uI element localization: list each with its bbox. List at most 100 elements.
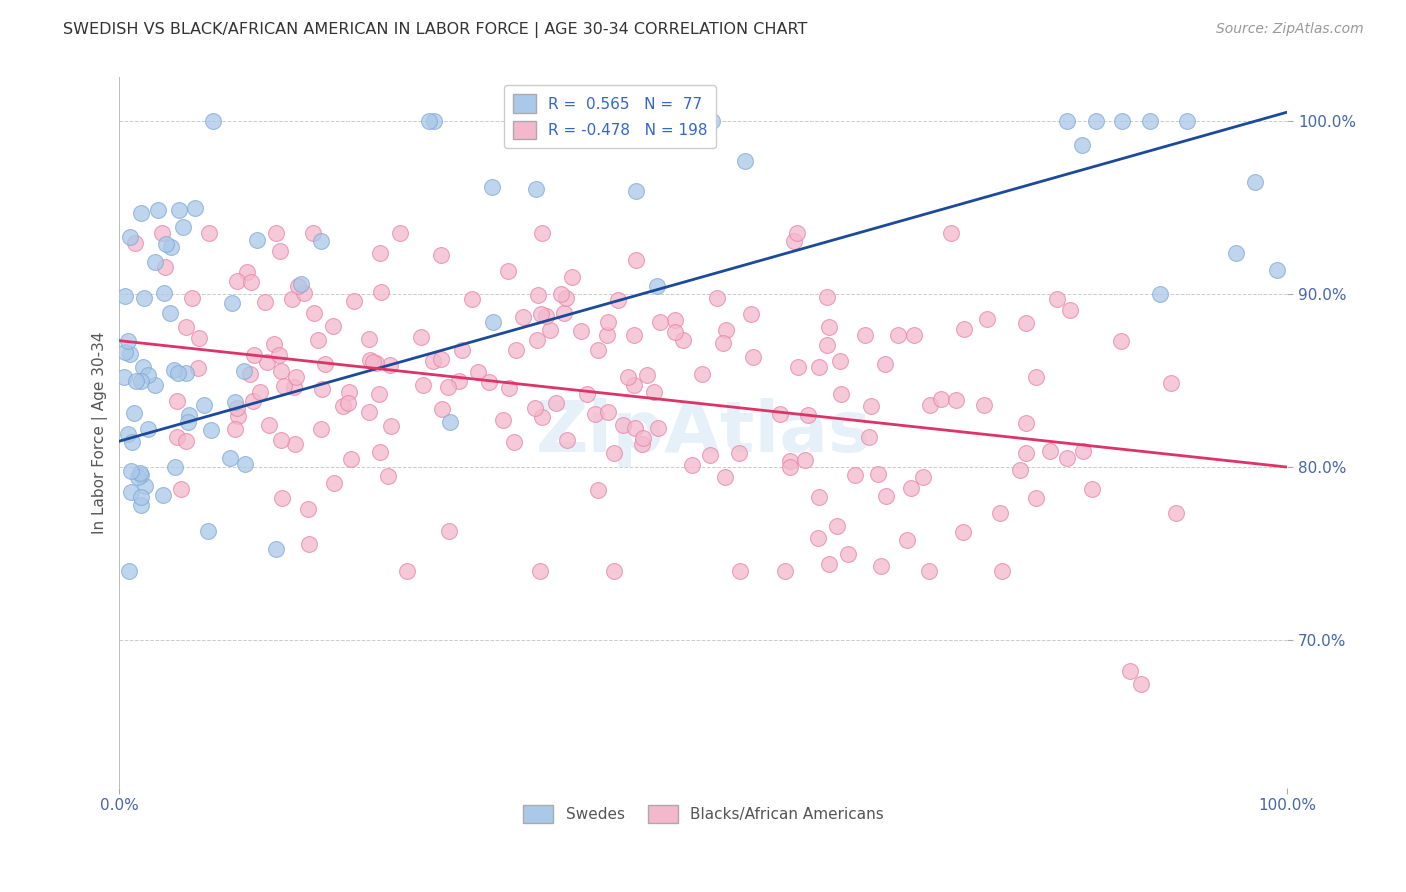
Point [976,312,998,326]
Point [1225,245,1247,260]
Point [145,255,167,269]
Point [1111,113,1133,128]
Point [120,464,142,478]
Point [311,382,333,396]
Point [163,460,186,475]
Point [807,532,830,546]
Point [343,293,366,308]
Point [636,368,658,382]
Point [114,288,136,302]
Point [740,307,762,321]
Point [359,405,381,419]
Point [389,227,412,241]
Point [503,434,526,449]
Point [1056,451,1078,466]
Point [1164,507,1187,521]
Point [117,427,139,442]
Point [249,384,271,399]
Point [1015,316,1038,330]
Point [120,230,142,244]
Point [603,564,626,578]
Text: Source: ZipAtlas.com: Source: ZipAtlas.com [1216,22,1364,37]
Point [302,227,325,241]
Point [990,564,1012,578]
Point [451,343,474,357]
Point [226,275,249,289]
Point [219,450,242,465]
Point [174,434,197,449]
Point [860,399,883,413]
Point [246,233,269,247]
Point [340,452,363,467]
Point [524,401,547,416]
Point [650,315,672,329]
Point [645,279,668,293]
Point [187,361,209,376]
Point [873,357,896,371]
Point [423,113,446,128]
Point [623,327,645,342]
Point [114,344,136,359]
Point [125,374,148,388]
Point [555,291,578,305]
Point [166,430,188,444]
Point [153,260,176,275]
Point [200,424,222,438]
Point [254,295,277,310]
Point [1056,113,1078,128]
Point [1059,303,1081,318]
Point [536,310,558,324]
Point [491,413,513,427]
Point [181,291,204,305]
Point [498,264,520,278]
Point [505,343,527,357]
Point [235,265,257,279]
Point [1139,113,1161,128]
Point [264,227,287,241]
Point [337,395,360,409]
Point [900,481,922,495]
Point [461,292,484,306]
Point [553,305,575,319]
Point [616,369,638,384]
Point [624,184,647,198]
Point [120,485,142,500]
Point [193,398,215,412]
Point [870,559,893,574]
Point [728,446,751,460]
Point [117,334,139,348]
Point [524,182,547,196]
Point [337,384,360,399]
Point [281,292,304,306]
Point [585,407,607,421]
Point [363,355,385,369]
Point [270,491,292,505]
Point [526,288,548,302]
Point [225,401,247,415]
Point [117,564,139,578]
Point [122,406,145,420]
Point [307,334,329,348]
Point [430,401,453,416]
Point [1015,446,1038,460]
Point [596,328,619,343]
Point [612,417,634,432]
Point [380,419,402,434]
Point [481,315,503,329]
Point [794,453,817,467]
Point [198,227,221,241]
Point [422,353,444,368]
Point [681,458,703,472]
Point [561,270,583,285]
Point [366,356,388,370]
Point [530,307,553,321]
Point [690,367,713,381]
Point [939,227,962,241]
Point [395,564,418,578]
Point [931,392,953,406]
Point [134,479,156,493]
Point [647,421,669,435]
Point [714,470,737,484]
Point [1119,665,1142,679]
Point [918,564,941,578]
